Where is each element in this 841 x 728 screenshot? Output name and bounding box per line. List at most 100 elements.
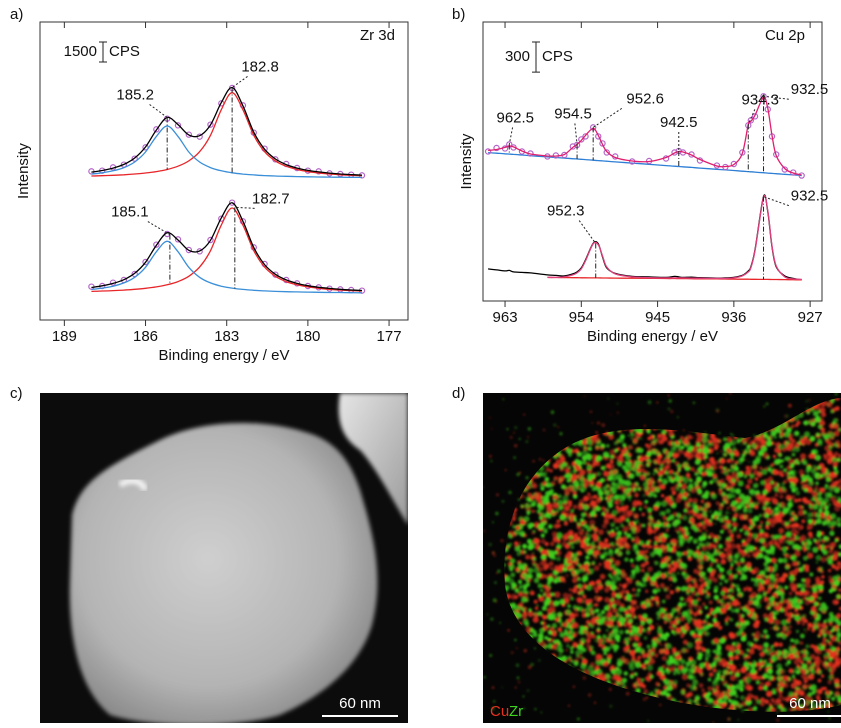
map-dot [764, 566, 770, 572]
map-dot [598, 563, 602, 567]
map-dot [750, 450, 756, 456]
map-dot [654, 487, 660, 493]
map-dot [789, 404, 791, 406]
map-dot [834, 488, 840, 494]
map-dot [805, 400, 808, 403]
map-dot [765, 525, 769, 529]
map-dot [618, 494, 621, 497]
map-dot [489, 654, 492, 657]
map-dot [618, 479, 624, 485]
map-dot [587, 493, 590, 496]
map-dot [584, 395, 587, 398]
map-dot [712, 474, 717, 479]
map-dot [714, 523, 716, 525]
map-dot [828, 486, 834, 492]
map-dot [532, 552, 534, 554]
map-dot [809, 534, 814, 539]
map-dot [748, 461, 751, 464]
map-dot [791, 556, 795, 560]
map-dot [604, 519, 610, 525]
map-dot [768, 466, 772, 470]
map-dot [797, 462, 800, 465]
map-dot [652, 472, 656, 476]
map-dot [586, 585, 592, 591]
map-dot [553, 600, 559, 606]
map-dot [745, 586, 749, 590]
map-dot [825, 691, 828, 694]
map-dot [666, 454, 669, 457]
map-dot [631, 537, 635, 541]
map-dot [742, 525, 747, 530]
map-dot [800, 650, 803, 653]
map-dot [563, 462, 567, 466]
map-dot [567, 604, 571, 608]
map-dot [610, 460, 614, 464]
map-dot [831, 651, 837, 657]
map-dot [559, 514, 565, 520]
map-dot [558, 627, 562, 631]
map-dot [789, 625, 792, 628]
map-dot [598, 529, 604, 535]
map-dot [720, 471, 723, 474]
map-dot [791, 465, 795, 469]
map-dot [735, 488, 741, 494]
map-dot [646, 618, 652, 624]
map-dot [757, 533, 763, 539]
map-dot [789, 571, 793, 575]
map-dot [716, 501, 720, 505]
map-dot [723, 437, 727, 441]
map-dot [701, 688, 705, 692]
map-dot [684, 501, 689, 506]
map-dot [723, 449, 726, 452]
map-dot [778, 470, 784, 476]
map-dot [830, 513, 836, 519]
map-dot [666, 614, 672, 620]
map-dot [682, 515, 687, 520]
map-dot [606, 612, 612, 618]
map-dot [654, 596, 660, 602]
map-dot [624, 532, 627, 535]
map-dot [704, 455, 708, 459]
map-dot [751, 443, 757, 449]
map-dot [803, 597, 807, 601]
map-dot [551, 614, 557, 620]
map-dot [616, 438, 621, 443]
map-dot [642, 654, 647, 659]
map-dot [724, 683, 728, 687]
panel-label: c) [10, 385, 23, 402]
map-dot [514, 686, 517, 689]
map-dot [537, 509, 541, 513]
map-dot [806, 657, 811, 662]
map-dot [710, 608, 714, 612]
map-dot [820, 488, 824, 492]
map-dot [665, 496, 671, 502]
map-dot [824, 605, 829, 610]
map-dot [701, 495, 705, 499]
map-dot [496, 572, 498, 574]
map-dot [630, 607, 636, 613]
map-dot [658, 441, 662, 445]
map-dot [804, 420, 809, 425]
map-dot [791, 474, 796, 479]
map-dot [661, 573, 667, 579]
map-dot [735, 623, 739, 627]
map-dot [832, 555, 838, 561]
map-dot [730, 534, 735, 539]
map-dot [647, 566, 653, 572]
map-dot [698, 471, 702, 475]
map-dot [698, 542, 702, 546]
map-dot [775, 611, 779, 615]
map-dot [768, 618, 774, 624]
map-dot [568, 658, 572, 662]
map-dot [745, 677, 751, 683]
map-dot [824, 485, 829, 490]
map-dot [625, 611, 629, 615]
map-dot [584, 548, 589, 553]
map-dot [712, 662, 717, 667]
map-dot [718, 504, 723, 509]
map-dot [699, 577, 704, 582]
map-dot [835, 656, 840, 661]
map-dot [629, 650, 635, 656]
map-dot [612, 608, 617, 613]
map-dot [831, 697, 835, 701]
